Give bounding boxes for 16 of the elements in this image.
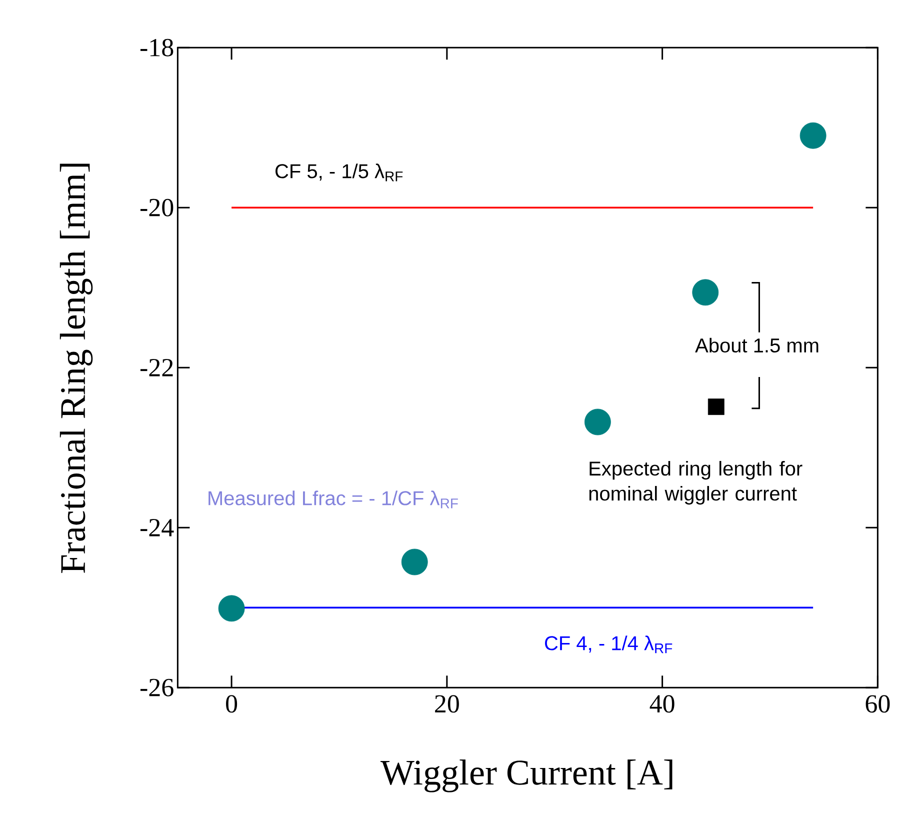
- x-tick-label: 40: [650, 695, 674, 713]
- y-tick-label: -26: [140, 678, 174, 696]
- x-axis-title: Wiggler Current [A]: [380, 760, 672, 792]
- x-tick-label: 60: [866, 695, 890, 713]
- annotation: CF 5, - 1/5 λ$_{RF}$: [276, 164, 403, 182]
- annotation: Expected ring length for nominal wiggler current: [589, 460, 802, 505]
- y-tick-label: -24: [140, 518, 174, 536]
- x-tick-label: 0: [226, 695, 238, 713]
- y-tick-label: -18: [140, 38, 174, 56]
- y-axis-title: Fractional Ring length [mm]: [60, 164, 93, 574]
- annotation: CF 4, - 1/4 λ$_{RF}$: [545, 636, 672, 654]
- x-tick-label: 20: [435, 695, 459, 713]
- annotation: Measured Lfrac = - 1/CF λ$_{RF}$: [208, 490, 458, 508]
- y-tick-label: -22: [140, 358, 173, 376]
- y-tick-label: -20: [140, 198, 174, 216]
- annotation: About 1.5 mm: [695, 338, 818, 353]
